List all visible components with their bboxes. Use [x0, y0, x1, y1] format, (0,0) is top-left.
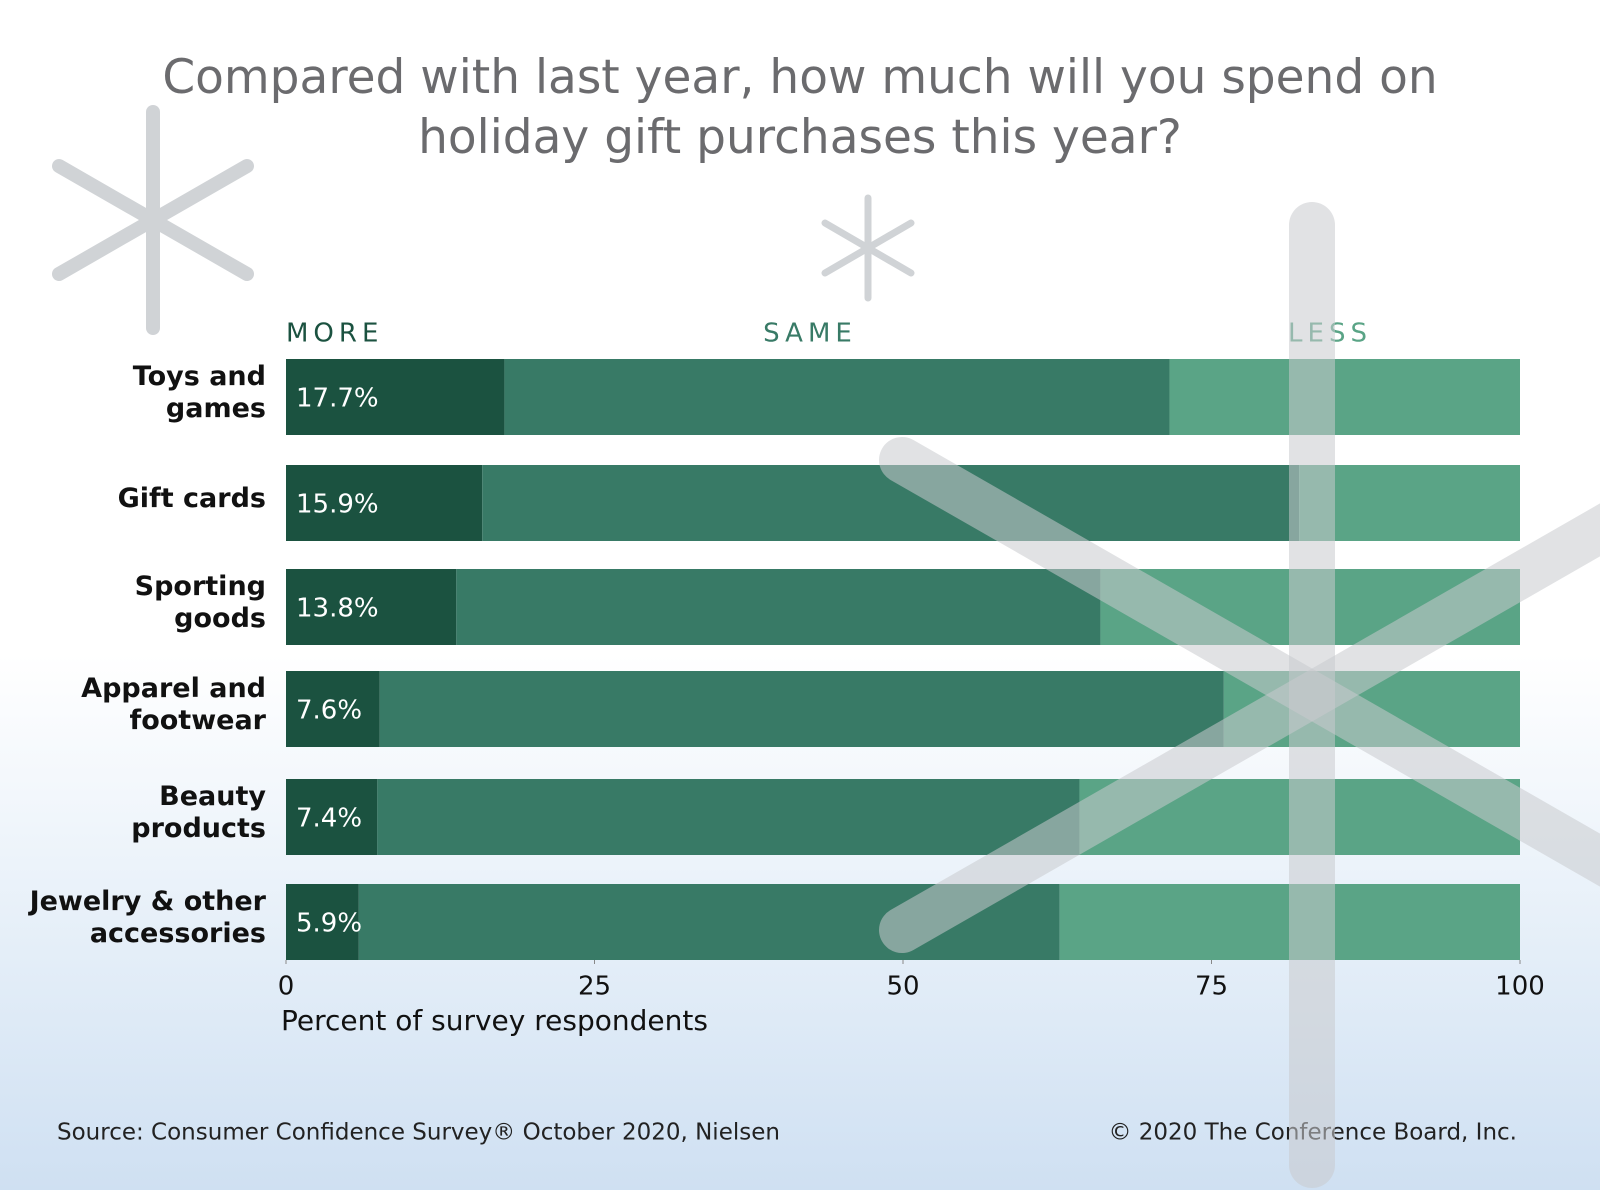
category-label: Jewelry & other accessories	[29, 886, 266, 949]
x-tick-label: 100	[1495, 972, 1545, 1002]
bar-segment	[286, 359, 505, 435]
legend-label: SAME	[763, 319, 857, 349]
data-label: 13.8%	[296, 594, 379, 624]
bar-segment	[1299, 465, 1520, 541]
data-label: 17.7%	[296, 384, 379, 414]
bar-segment	[379, 671, 1224, 747]
category-label: Sporting goods	[134, 571, 266, 634]
category-label: Toys and games	[132, 361, 266, 424]
bar-segment	[286, 884, 359, 960]
x-tick-label: 50	[886, 972, 919, 1002]
bar-segment	[286, 671, 380, 747]
bar-segment	[504, 359, 1170, 435]
category-label: Apparel and footwear	[81, 673, 266, 736]
x-tick-label: 75	[1195, 972, 1228, 1002]
data-label: 7.4%	[296, 804, 362, 834]
chart-title: Compared with last year, how much will y…	[162, 50, 1438, 165]
bar-segment	[1079, 779, 1520, 855]
bar-segment	[377, 779, 1080, 855]
category-label: Gift cards	[117, 483, 266, 514]
snowflake-decor	[52, 105, 915, 335]
x-tick-label: 25	[578, 972, 611, 1002]
bar-segment	[286, 779, 378, 855]
bar-segment	[1223, 671, 1520, 747]
bar-segment	[456, 569, 1101, 645]
data-label: 7.6%	[296, 696, 362, 726]
copyright: © 2020 The Conference Board, Inc.	[1108, 1120, 1517, 1146]
bar-segment	[286, 569, 457, 645]
x-tick-label: 0	[278, 972, 295, 1002]
data-label: 15.9%	[296, 490, 379, 520]
bar-segment	[286, 465, 483, 541]
legend-label: MORE	[286, 319, 383, 349]
bar-segment	[358, 884, 1060, 960]
legend-label: LESS	[1288, 319, 1372, 349]
bar-segment	[1059, 884, 1520, 960]
category-label: Beauty products	[131, 781, 266, 844]
x-axis-label: Percent of survey respondents	[281, 1004, 708, 1037]
source: Source: Consumer Confidence Survey® Octo…	[57, 1120, 780, 1146]
bar-segment	[1100, 569, 1520, 645]
bar-segment	[1169, 359, 1520, 435]
bar-segment	[482, 465, 1300, 541]
data-label: 5.9%	[296, 909, 362, 939]
